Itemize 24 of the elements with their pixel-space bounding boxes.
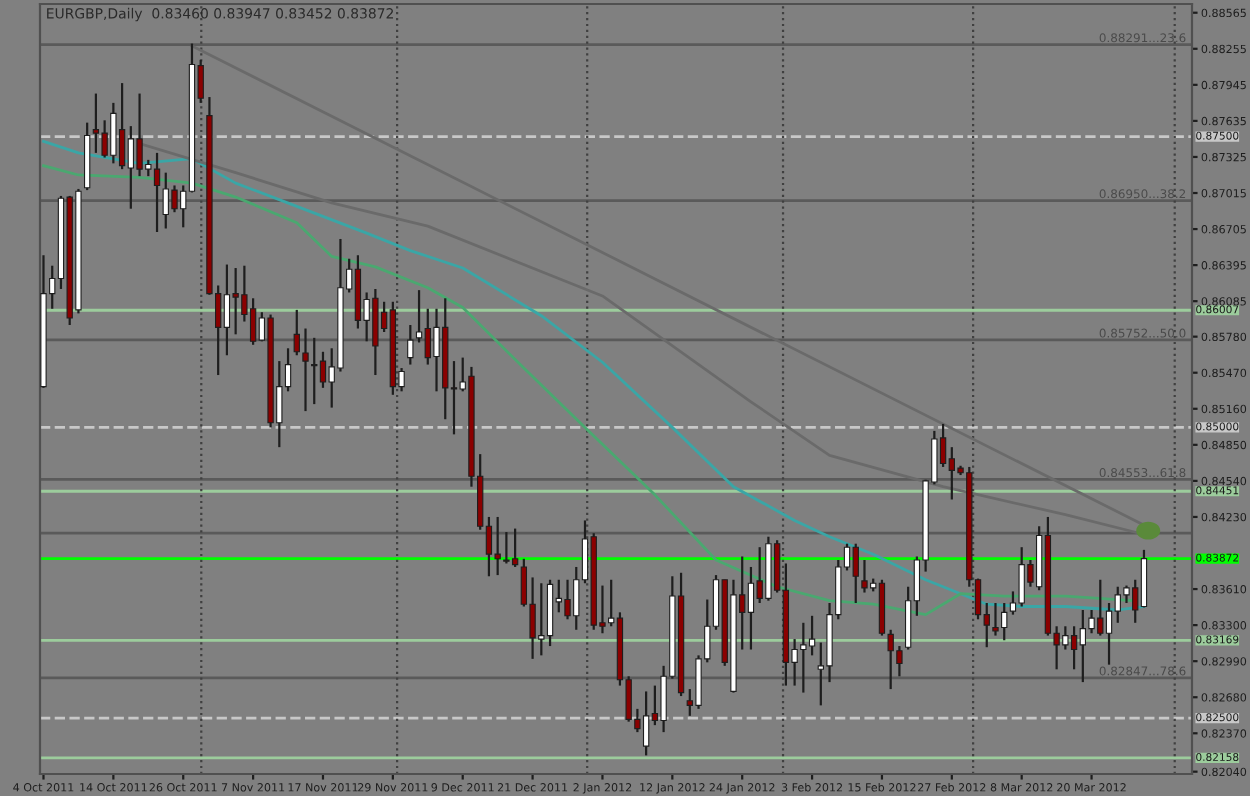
candlestick <box>118 81 126 171</box>
candlestick <box>311 336 318 406</box>
candlestick <box>511 527 519 569</box>
candlestick <box>1140 548 1148 609</box>
candlestick <box>1105 601 1113 666</box>
candlestick <box>1070 625 1078 671</box>
candlestick <box>249 297 257 346</box>
candlestick <box>642 690 650 757</box>
candlestick <box>852 542 859 605</box>
candlestick <box>992 601 999 637</box>
candlestick <box>302 327 309 413</box>
candlestick <box>747 565 755 651</box>
candlestick <box>1079 608 1087 684</box>
candlestick <box>861 558 868 594</box>
candlestick <box>92 92 100 154</box>
candlestick <box>808 614 816 657</box>
candlestick <box>503 530 510 565</box>
candlestick <box>127 125 135 210</box>
candlestick <box>223 263 231 357</box>
candlestick <box>319 350 327 389</box>
candlestick <box>494 515 501 577</box>
candlestick <box>293 308 300 357</box>
candlestick <box>407 323 414 366</box>
candlestick <box>153 151 161 234</box>
